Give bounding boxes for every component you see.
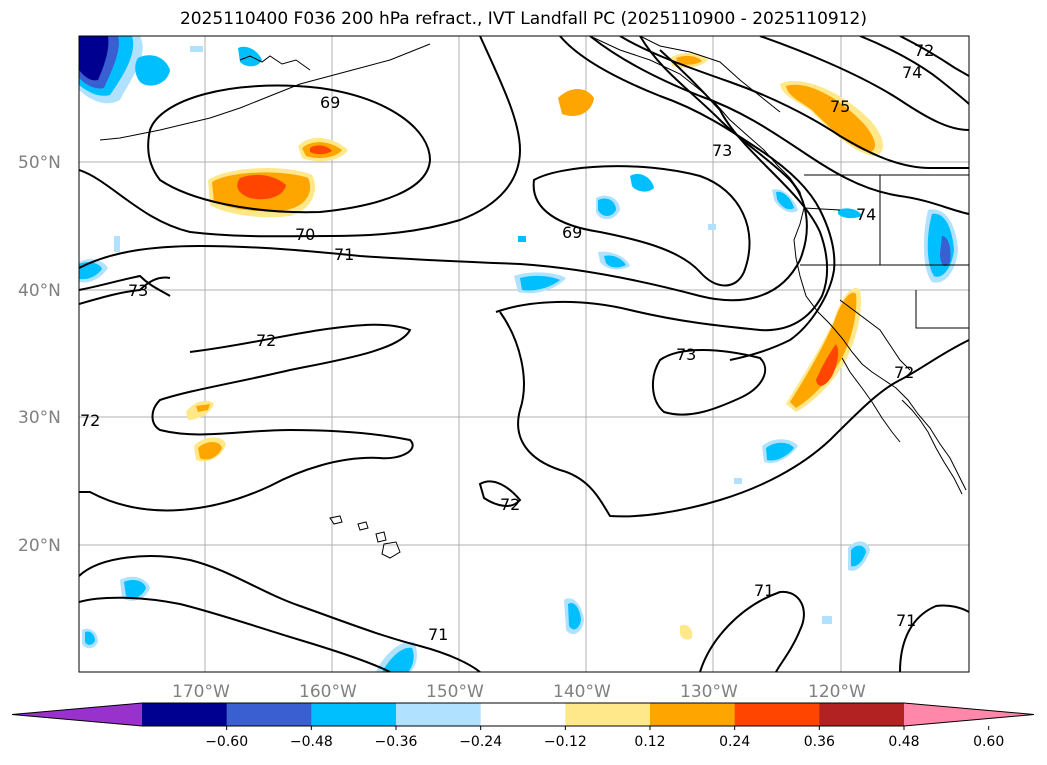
map-title: 2025110400 F036 200 hPa refract., IVT La…	[179, 9, 867, 29]
lat-label: 50°N	[18, 153, 61, 173]
latitude-labels: 50°N 40°N 30°N 20°N	[18, 153, 61, 556]
contour-label: 69	[320, 93, 340, 112]
colorbar-segment	[142, 703, 228, 726]
lon-label: 160°W	[299, 682, 357, 702]
colorbar-tick-label: 0.12	[634, 734, 665, 750]
colorbar-tick-label: −0.48	[290, 734, 333, 750]
colorbar-tick-label: 0.60	[973, 734, 1004, 750]
contour-label: 71	[754, 581, 774, 600]
contour-label: 72	[914, 41, 934, 60]
lat-label: 20°N	[18, 536, 61, 556]
colorbar-tick-label: −0.12	[544, 734, 587, 750]
colorbar-tick-label: −0.24	[459, 734, 502, 750]
contour-label: 75	[830, 97, 850, 116]
colorbar-segment	[311, 703, 397, 726]
lat-label: 30°N	[18, 408, 61, 428]
lon-label: 130°W	[680, 682, 738, 702]
contour-label: 73	[712, 141, 732, 160]
ivt-fill-patches	[79, 36, 958, 672]
colorbar-segment	[396, 703, 482, 726]
contour-label: 73	[128, 281, 148, 300]
colorbar-segment	[819, 703, 905, 726]
colorbar-outline	[11, 702, 1035, 727]
colorbar-segment	[226, 703, 312, 726]
lat-label: 40°N	[18, 281, 61, 301]
colorbar-segment	[565, 703, 651, 726]
contour-label: 74	[856, 205, 876, 224]
contour-label: 71	[896, 611, 916, 630]
lon-label: 150°W	[426, 682, 484, 702]
lon-label: 140°W	[553, 682, 611, 702]
gridlines	[79, 36, 969, 672]
colorbar-tick-label: −0.60	[205, 734, 248, 750]
lon-label: 120°W	[808, 682, 866, 702]
contour-label: 72	[500, 495, 520, 514]
lon-label: 170°W	[172, 682, 230, 702]
contour-label: 71	[428, 625, 448, 644]
contour-label: 72	[80, 411, 100, 430]
refractivity-contours	[79, 36, 969, 672]
longitude-labels: 170°W 160°W 150°W 140°W 130°W 120°W	[172, 682, 866, 702]
colorbar-extend-high	[904, 703, 1034, 726]
contour-label: 72	[256, 331, 276, 350]
contour-label: 69	[562, 223, 582, 242]
colorbar-tick-label: 0.36	[804, 734, 835, 750]
colorbar-tick-label: 0.48	[888, 734, 919, 750]
colorbar-tick-label: 0.24	[719, 734, 750, 750]
colorbar: −0.60 −0.48 −0.36 −0.24 −0.12 0.12 0.24 0.36 0.4…	[11, 702, 1035, 750]
map-frame	[78, 35, 970, 673]
colorbar-tick-label: −0.36	[375, 734, 418, 750]
colorbar-segment	[734, 703, 820, 726]
contour-label: 73	[676, 345, 696, 364]
contour-label: 74	[902, 63, 922, 82]
colorbar-segment	[650, 703, 736, 726]
contour-label: 71	[334, 245, 354, 264]
contour-labels: 69 70 71 73 72 72 69 73 72 71 71 73 74 7…	[80, 41, 934, 644]
contour-label: 70	[295, 225, 315, 244]
colorbar-extend-low	[12, 703, 142, 726]
contour-label: 72	[894, 363, 914, 382]
colorbar-segment	[480, 703, 566, 726]
